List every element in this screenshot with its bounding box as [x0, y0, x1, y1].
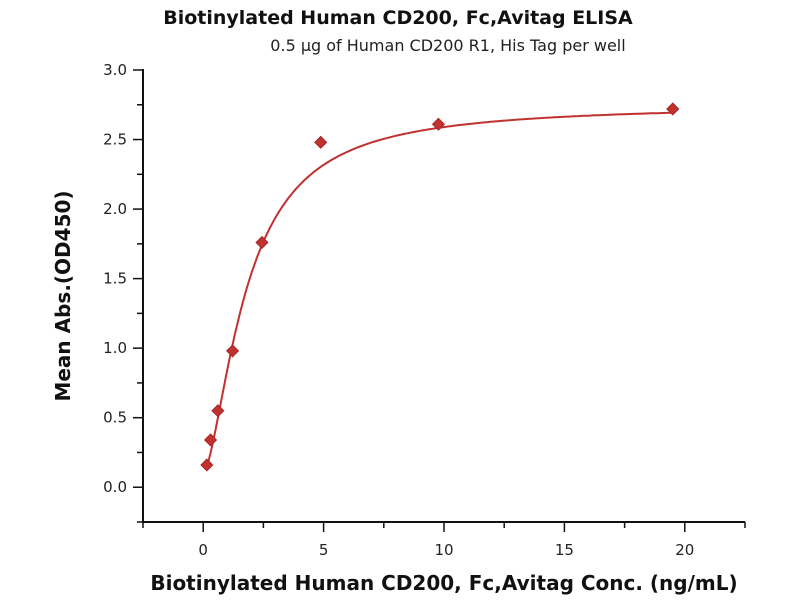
y-tick-label: 0.5 [103, 409, 127, 427]
chart-title: Biotinylated Human CD200, Fc,Avitag ELIS… [163, 7, 633, 29]
data-point [666, 102, 680, 116]
data-point [431, 117, 446, 131]
data-point [226, 344, 240, 358]
x-tick-label: 5 [319, 541, 329, 559]
data-point [203, 433, 218, 447]
data-point [200, 458, 214, 472]
x-axis-label: Biotinylated Human CD200, Fc,Avitag Conc… [150, 571, 737, 595]
x-tick-label: 10 [434, 541, 453, 559]
y-tick-label: 1.0 [103, 339, 127, 357]
chart-subtitle: 0.5 μg of Human CD200 R1, His Tag per we… [270, 36, 625, 55]
fit-curve [205, 111, 673, 467]
x-tick-label: 20 [675, 541, 694, 559]
y-axis-label: Mean Abs.(OD450) [51, 190, 75, 401]
y-tick-label: 3.0 [103, 61, 127, 79]
data-point [211, 404, 225, 418]
y-tick-label: 2.0 [103, 200, 127, 218]
x-tick-label: 0 [198, 541, 208, 559]
y-tick-label: 2.5 [103, 131, 127, 149]
x-tick-label: 15 [555, 541, 574, 559]
y-tick-label: 1.5 [103, 270, 127, 288]
data-point [314, 135, 328, 149]
y-tick-label: 0.0 [103, 478, 127, 496]
data-point [255, 235, 269, 250]
